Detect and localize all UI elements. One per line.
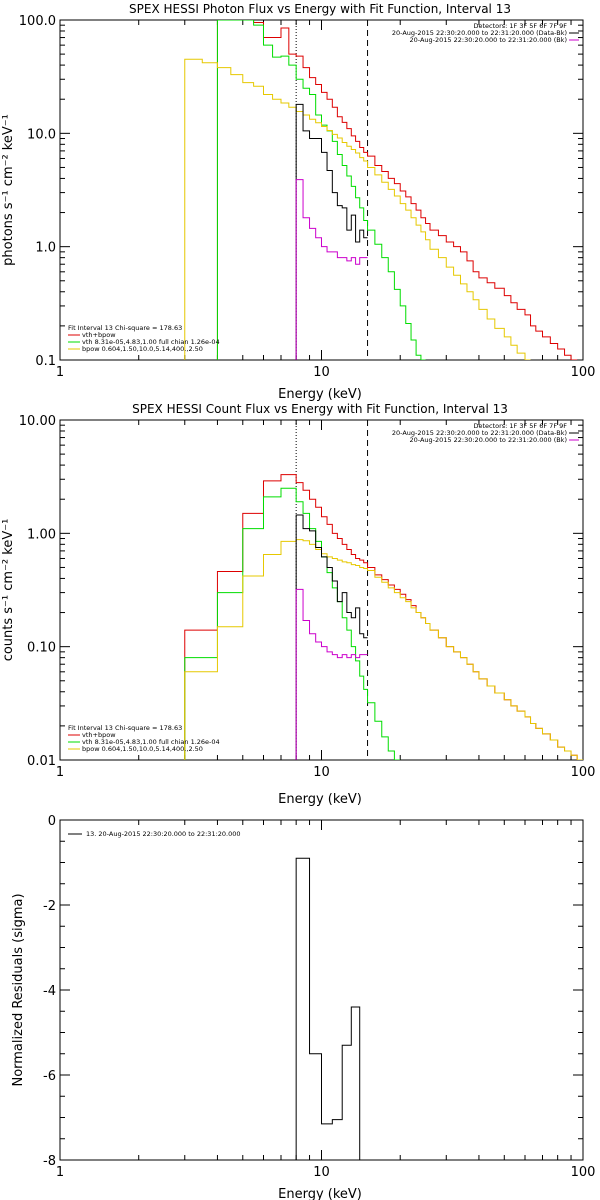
y-tick-label: 0.01: [27, 754, 56, 769]
legend-label: vth+bpow: [82, 731, 116, 739]
count-flux-panel: SPEX HESSI Count Flux vs Energy with Fit…: [1, 402, 595, 807]
y-tick-label: -2: [43, 899, 56, 914]
plot-frame: [59, 419, 584, 761]
plot-frame: [59, 19, 584, 361]
detector-info-line: Detectors: 1F 3F 5F 6F 7F 9F: [473, 422, 567, 430]
legend-label: vth 8.31e-05,4.83,1.00 full chian 1.26e-…: [82, 738, 220, 746]
detector-info-line: 20-Aug-2015 22:30:20.000 to 22:31:20.000…: [392, 429, 567, 437]
photon-flux-title: SPEX HESSI Photon Flux vs Energy with Fi…: [129, 2, 511, 16]
series-group: [184, 20, 578, 360]
y-tick-label: 10.00: [19, 414, 56, 429]
y-tick-label: 1.00: [27, 527, 56, 542]
series-bpow: [184, 58, 531, 360]
series-data-bk: [295, 103, 368, 360]
count-flux-title: SPEX HESSI Count Flux vs Energy with Fit…: [132, 402, 508, 416]
series-13-20-aug-2015-22-30-20-: [295, 857, 368, 1160]
legend-header: Fit Interval 13 Chi-square = 178.63: [68, 324, 182, 332]
x-tick-label: 100: [571, 765, 596, 780]
y-tick-label: -6: [43, 1069, 56, 1084]
x-tick-label: 1: [56, 765, 64, 780]
detector-info-line: Detectors: 1F 3F 5F 6F 7F 9F: [473, 22, 567, 30]
legend-label: vth 8.31e-05,4.83,1.00 full chian 1.26e-…: [82, 338, 220, 346]
legend-label: bpow 0.604,1.50,10.0,5.14,400.,2.50: [82, 345, 203, 353]
residuals-xlabel: Energy (keV): [278, 1187, 362, 1200]
series-group: [295, 857, 368, 1160]
y-tick-label: 1.0: [35, 241, 56, 256]
legend-label: 13. 20-Aug-2015 22:30:20.000 to 22:31:20…: [86, 830, 241, 838]
y-tick-label: -4: [43, 984, 56, 999]
detector-info-line: 20-Aug-2015 22:30:20.000 to 22:31:20.000…: [410, 36, 567, 44]
y-tick-label: 0.10: [27, 641, 56, 656]
series-bk: [295, 588, 368, 760]
x-tick-label: 1: [56, 365, 64, 380]
y-tick-label: 100.0: [19, 14, 56, 29]
photon-flux-panel: SPEX HESSI Photon Flux vs Energy with Fi…: [1, 2, 595, 402]
photon-flux-xlabel: Energy (keV): [278, 387, 362, 402]
series-vth-bpow: [216, 20, 578, 360]
x-tick-label: 10: [313, 765, 330, 780]
series-vth: [216, 20, 426, 360]
detector-info-line: 20-Aug-2015 22:30:20.000 to 22:31:20.000…: [392, 29, 567, 37]
y-tick-label: 0.1: [35, 354, 56, 369]
photon-flux-ylabel: photons s⁻¹ cm⁻² keV⁻¹: [1, 114, 16, 266]
x-tick-label: 100: [571, 365, 596, 380]
x-tick-label: 10: [313, 1165, 330, 1180]
residuals-panel: Energy (keV) Normalized Residuals (sigma…: [11, 814, 595, 1200]
count-flux-ylabel: counts s⁻¹ cm⁻² keV⁻¹: [1, 519, 16, 662]
count-flux-xlabel: Energy (keV): [278, 792, 362, 807]
x-tick-label: 100: [571, 1165, 596, 1180]
series-bpow: [184, 539, 583, 760]
series-bk: [295, 179, 368, 360]
x-tick-label: 1: [56, 1165, 64, 1180]
y-tick-label: 0: [48, 814, 56, 829]
y-tick-label: -8: [43, 1154, 56, 1169]
series-group: [184, 474, 583, 760]
y-tick-label: 10.0: [27, 127, 56, 142]
legend-header: Fit Interval 13 Chi-square = 178.63: [68, 724, 182, 732]
x-tick-label: 10: [313, 365, 330, 380]
series-data-bk: [295, 514, 368, 760]
legend-label: bpow 0.604,1.50,10.0,5.14,400.,2.50: [82, 745, 203, 753]
legend-label: vth+bpow: [82, 331, 116, 339]
series-vth-bpow: [184, 474, 583, 760]
detector-info-line: 20-Aug-2015 22:30:20.000 to 22:31:20.000…: [410, 436, 567, 444]
residuals-ylabel: Normalized Residuals (sigma): [11, 893, 26, 1086]
